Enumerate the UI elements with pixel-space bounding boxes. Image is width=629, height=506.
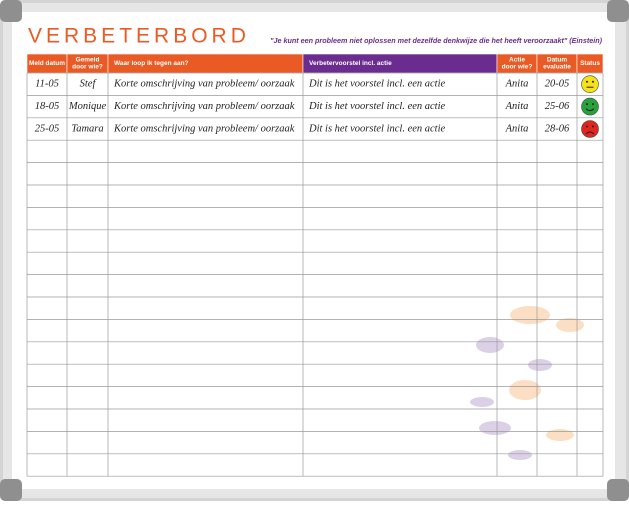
cell-text: Dit is het voorstel incl. een actie (308, 123, 446, 134)
cell-text: 20-05 (545, 79, 570, 90)
cell-text: Monique (68, 101, 107, 112)
corner (607, 479, 629, 501)
header-label: evaluatie (543, 64, 571, 71)
quote: "Je kunt een probleem niet oplossen met … (270, 36, 603, 45)
header-label: door wie? (502, 64, 533, 71)
cell-text: 28-06 (545, 123, 570, 134)
cell-text: 25-06 (545, 101, 570, 112)
status-smiley (581, 75, 599, 93)
header-label: Meld datum (29, 60, 65, 67)
cell-text: Anita (505, 101, 529, 112)
cell-text: Tamara (71, 123, 103, 134)
header-label: Datum (547, 57, 567, 64)
corner (607, 0, 629, 22)
header-label: Status (580, 60, 600, 67)
header-label: Actie (509, 57, 525, 64)
cell-text: 25-05 (35, 123, 60, 134)
cell-text: 11-05 (35, 79, 59, 90)
board-title: VERBETERBORD (28, 25, 250, 48)
smiley-eye (592, 103, 594, 106)
smiley-eye (586, 125, 588, 128)
cell-text: Korte omschrijving van probleem/ oorzaak (113, 79, 295, 90)
cell-text: Dit is het voorstel incl. een actie (308, 101, 446, 112)
cell-text: Dit is het voorstel incl. een actie (308, 79, 446, 90)
smiley-mouth (585, 131, 595, 135)
corner (0, 479, 22, 501)
cell-text: 18-05 (35, 101, 60, 112)
cell-text: Stef (80, 79, 98, 90)
corner (0, 0, 22, 22)
cell-text: Korte omschrijving van probleem/ oorzaak (113, 123, 295, 134)
smiley-eye (586, 103, 588, 106)
smiley-mouth (585, 108, 595, 112)
header-label: door wie? (72, 64, 103, 71)
smiley-eye (592, 80, 594, 83)
smiley-eye (592, 125, 594, 128)
smiley-eye (586, 80, 588, 83)
cell-text: Anita (505, 79, 529, 90)
cell-text: Korte omschrijving van probleem/ oorzaak (113, 101, 295, 112)
header-label: Gemeld (76, 57, 100, 64)
board (12, 12, 615, 489)
header-label: Verbetervoorstel incl. actie (309, 60, 392, 67)
header-label: Waar loop ik tegen aan? (114, 60, 189, 67)
cell-text: Anita (505, 123, 529, 134)
status-smiley (581, 120, 599, 138)
status-smiley (581, 97, 599, 116)
